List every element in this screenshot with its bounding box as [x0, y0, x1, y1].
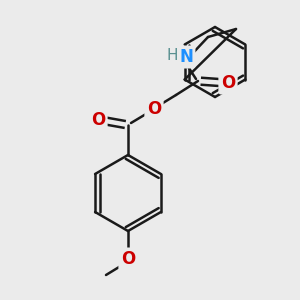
Text: O: O [221, 74, 235, 92]
Text: O: O [121, 250, 135, 268]
Text: N: N [179, 48, 193, 66]
Text: O: O [147, 100, 161, 118]
Text: H: H [166, 47, 178, 62]
Text: O: O [91, 111, 105, 129]
